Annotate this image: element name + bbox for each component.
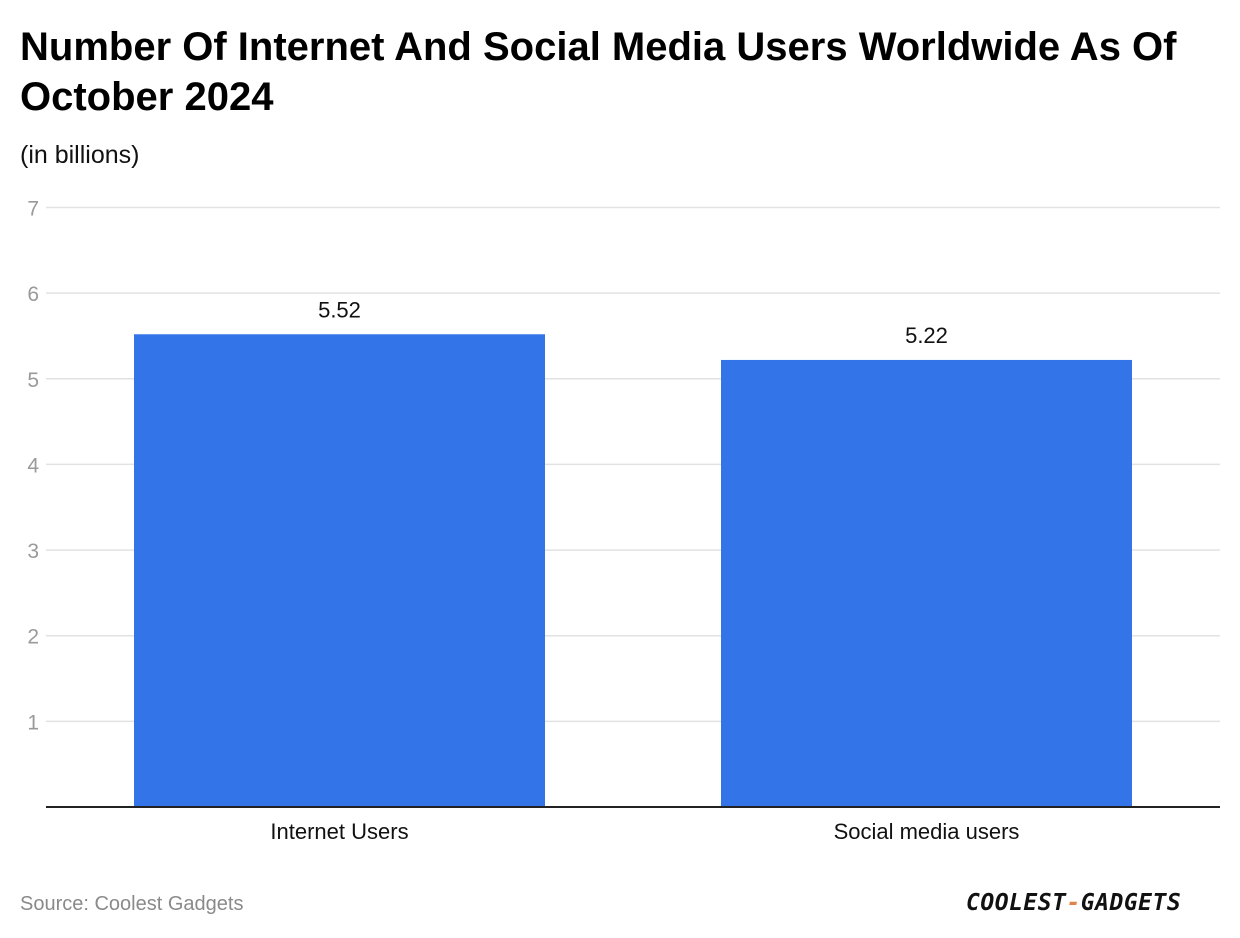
y-tick-label-4: 4 [27, 454, 39, 477]
x-tick-label-1: Social media users [834, 819, 1020, 844]
bar-1 [721, 359, 1132, 807]
y-tick-label-1: 1 [27, 711, 39, 734]
y-tick-label-5: 5 [27, 369, 39, 392]
data-label-0: 5.52 [318, 297, 361, 322]
source-note: Source: Coolest Gadgets [20, 893, 244, 915]
brand-logo: COOLEST-GADGETS [966, 890, 1181, 916]
x-tick-label-0: Internet Users [270, 819, 408, 844]
logo-text-coolest: COOLEST [966, 890, 1067, 916]
bar-0 [134, 334, 545, 807]
bar-chart: 1 2 3 4 5 6 7 5.52 Internet Users 5.22 Social medi… [27, 198, 1220, 844]
y-tick-label-2: 2 [27, 626, 39, 649]
logo-text-gadgets: GADGETS [1080, 890, 1182, 916]
chart-title: Number Of Internet And Social Media User… [20, 25, 1177, 119]
chart-subtitle: (in billions) [20, 141, 140, 169]
y-tick-label-3: 3 [27, 540, 39, 563]
data-label-1: 5.22 [905, 323, 948, 348]
y-tick-label-7: 7 [27, 198, 39, 221]
logo-dash: - [1066, 890, 1081, 916]
y-tick-label-6: 6 [27, 283, 39, 306]
